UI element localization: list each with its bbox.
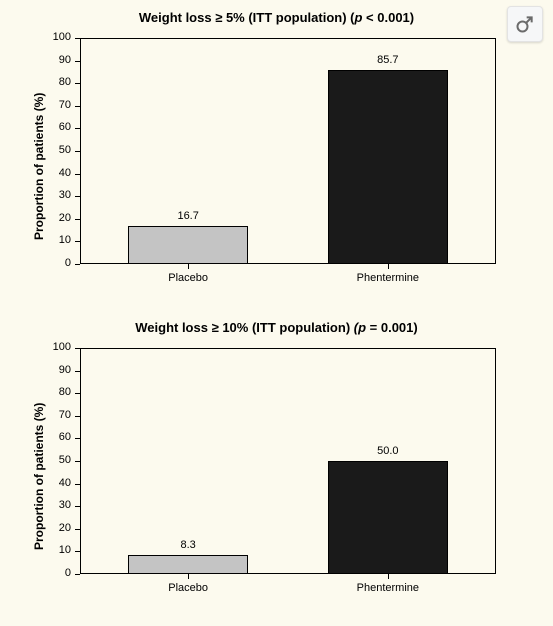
xtick-mark xyxy=(388,264,389,269)
bar xyxy=(328,70,448,264)
ytick-mark xyxy=(75,506,80,507)
ytick-label: 40 xyxy=(43,167,71,179)
bar-value-label: 85.7 xyxy=(377,54,398,66)
ytick-mark xyxy=(75,151,80,152)
ytick-label: 40 xyxy=(43,477,71,489)
ytick-label: 20 xyxy=(43,212,71,224)
bar xyxy=(128,555,248,574)
ytick-mark xyxy=(75,371,80,372)
chart2-title: Weight loss ≥ 10% (ITT population) (p = … xyxy=(0,320,553,335)
chart2-title-pvar: (p xyxy=(354,320,366,335)
ytick-label: 30 xyxy=(43,499,71,511)
ytick-label: 70 xyxy=(43,409,71,421)
ytick-label: 90 xyxy=(43,54,71,66)
xtick-label: Placebo xyxy=(168,272,208,284)
ytick-label: 0 xyxy=(43,257,71,269)
ytick-label: 50 xyxy=(43,454,71,466)
bar xyxy=(328,461,448,574)
bar-value-label: 8.3 xyxy=(181,539,196,551)
ytick-mark xyxy=(75,83,80,84)
chart2-title-pre: Weight loss ≥ 10% (ITT population) xyxy=(135,320,354,335)
ytick-label: 10 xyxy=(43,544,71,556)
ytick-label: 0 xyxy=(43,567,71,579)
xtick-mark xyxy=(388,574,389,579)
bar-value-label: 16.7 xyxy=(177,210,198,222)
chart1-title-post: < 0.001) xyxy=(362,10,414,25)
bar-value-label: 50.0 xyxy=(377,445,398,457)
ytick-mark xyxy=(75,174,80,175)
ytick-label: 80 xyxy=(43,76,71,88)
ytick-mark xyxy=(75,219,80,220)
ytick-mark xyxy=(75,574,80,575)
ytick-mark xyxy=(75,196,80,197)
chart1-title-pre: Weight loss ≥ 5% (ITT population) ( xyxy=(139,10,355,25)
page-root: { "background_color": "#fcfaee", "icon_b… xyxy=(0,0,553,626)
ytick-mark xyxy=(75,61,80,62)
ytick-mark xyxy=(75,416,80,417)
xtick-mark xyxy=(188,264,189,269)
chart2-title-post: = 0.001) xyxy=(366,320,418,335)
ytick-label: 30 xyxy=(43,189,71,201)
ytick-mark xyxy=(75,551,80,552)
ytick-label: 80 xyxy=(43,386,71,398)
ytick-label: 90 xyxy=(43,364,71,376)
ytick-label: 60 xyxy=(43,431,71,443)
ytick-label: 50 xyxy=(43,144,71,156)
ytick-mark xyxy=(75,106,80,107)
ytick-mark xyxy=(75,264,80,265)
ytick-label: 20 xyxy=(43,522,71,534)
chart1-title: Weight loss ≥ 5% (ITT population) (p < 0… xyxy=(0,10,553,25)
ytick-mark xyxy=(75,461,80,462)
ytick-mark xyxy=(75,128,80,129)
ytick-mark xyxy=(75,38,80,39)
ytick-label: 10 xyxy=(43,234,71,246)
ytick-mark xyxy=(75,484,80,485)
ytick-mark xyxy=(75,393,80,394)
xtick-label: Phentermine xyxy=(357,272,419,284)
ytick-label: 100 xyxy=(43,31,71,43)
xtick-label: Phentermine xyxy=(357,582,419,594)
xtick-mark xyxy=(188,574,189,579)
ytick-mark xyxy=(75,348,80,349)
ytick-label: 100 xyxy=(43,341,71,353)
ytick-label: 70 xyxy=(43,99,71,111)
ytick-mark xyxy=(75,241,80,242)
xtick-label: Placebo xyxy=(168,582,208,594)
ytick-label: 60 xyxy=(43,121,71,133)
bar xyxy=(128,226,248,264)
ytick-mark xyxy=(75,529,80,530)
ytick-mark xyxy=(75,438,80,439)
